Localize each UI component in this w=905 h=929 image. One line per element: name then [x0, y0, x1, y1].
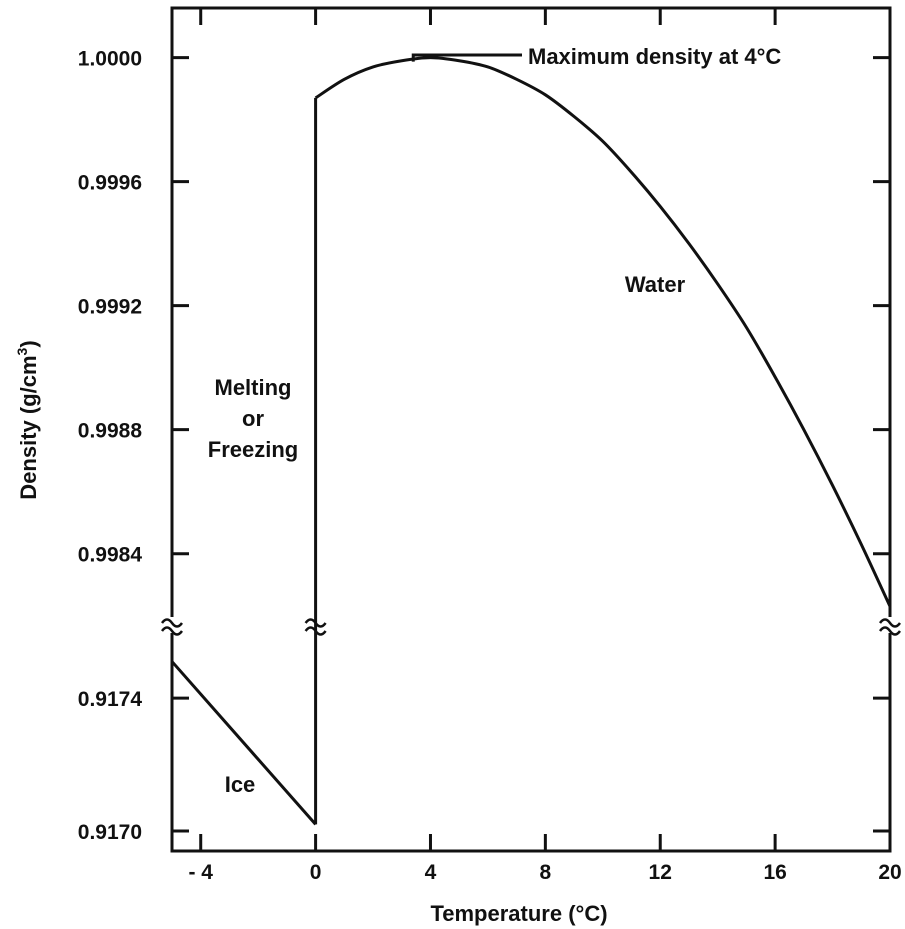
- y-axis-title-superscript: 3: [14, 347, 30, 355]
- x-tick-label: 12: [649, 861, 672, 884]
- x-tick-label: 20: [878, 861, 901, 884]
- y-tick-label: 0.9984: [78, 544, 143, 567]
- water-annotation: Water: [625, 272, 686, 297]
- y-axis-title-main: Density (g/cm: [16, 355, 41, 499]
- y-tick-label: 1.0000: [78, 48, 142, 71]
- x-axis-title: Temperature (°C): [430, 901, 607, 926]
- y-tick-label: 0.9996: [78, 172, 142, 195]
- plot-frame: [170, 6, 892, 853]
- y-tick-label: 0.9988: [78, 420, 143, 443]
- series-line-water: [314, 56, 892, 608]
- melting-annotation-line-2: or: [242, 406, 264, 431]
- y-axis-title: Density (g/cm3): [14, 340, 41, 499]
- ice-annotation: Ice: [225, 772, 256, 797]
- axis-break-left: [160, 626, 184, 636]
- series-line-ice: [170, 660, 317, 826]
- y-tick-label: 0.9992: [78, 296, 142, 319]
- axis-break-right: [878, 626, 902, 636]
- x-tick-label: 16: [763, 861, 786, 884]
- y-tick-label: 0.9170: [78, 821, 142, 844]
- axis-tick-labels: - 4 0 4 8 12 16 20 0.9984 0.9988 0.9992 0.9996 1.00…: [78, 48, 902, 884]
- x-tick-label: - 4: [188, 861, 213, 884]
- max-density-annotation: Maximum density at 4°C: [528, 44, 781, 69]
- x-tick-label: 4: [425, 861, 437, 884]
- x-tick-label: 8: [540, 861, 552, 884]
- axis-break-left: [160, 618, 184, 628]
- y-tick-label: 0.9174: [78, 688, 143, 711]
- melting-annotation-line-1: Melting: [215, 375, 292, 400]
- max-density-leader-line: [411, 53, 522, 62]
- axis-break-marks: [160, 617, 902, 636]
- melting-annotation-line-3: Freezing: [208, 437, 298, 462]
- series-lines: [170, 56, 892, 826]
- axis-break-right: [878, 618, 902, 628]
- axis-ticks: [172, 8, 892, 851]
- x-tick-label: 0: [310, 861, 322, 884]
- y-axis-title-close: ): [16, 340, 41, 347]
